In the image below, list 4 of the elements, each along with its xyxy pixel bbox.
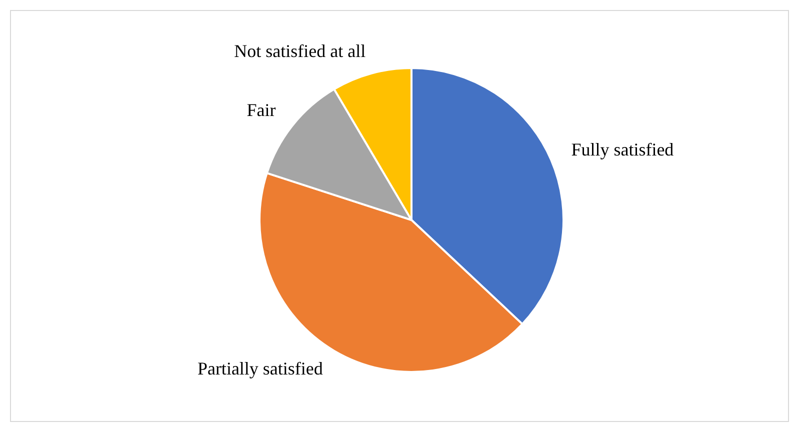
slice-label: Partially satisfied [197,358,323,379]
slice-label: Not satisfied at all [234,40,366,61]
slice-label: Fair [246,100,276,120]
slice-label: Fully satisfied [571,140,674,160]
